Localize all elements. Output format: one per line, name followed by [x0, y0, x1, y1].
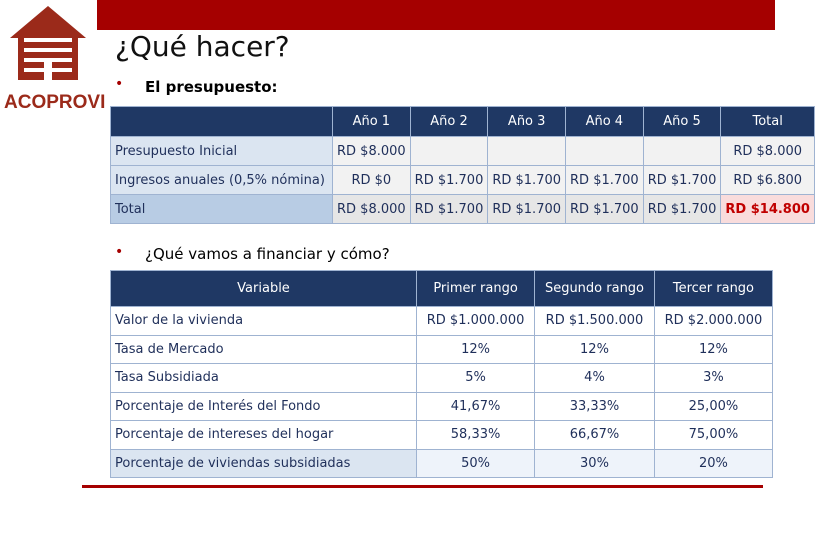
cell: [409, 136, 489, 166]
cell: RD $1.700: [565, 194, 644, 224]
cell: 33,33%: [534, 391, 655, 421]
cell: RD $0: [332, 165, 411, 195]
cell: RD $2.000.000: [653, 306, 774, 336]
header-cell: Primer rango: [415, 270, 536, 307]
logo-icon: [10, 6, 86, 80]
cell: RD $1.700: [642, 194, 722, 224]
header-cell: Año 5: [642, 106, 722, 137]
bullet: ¿Qué vamos a financiar y cómo?: [145, 245, 390, 263]
cell: Total: [110, 194, 333, 224]
cell: 66,67%: [534, 420, 655, 450]
cell: 75,00%: [653, 420, 774, 450]
cell: 50%: [415, 448, 536, 478]
bottom-rule: [82, 485, 763, 488]
header-cell: Segundo rango: [534, 270, 655, 307]
row: Total RD $8.000 RD $1.700 RD $1.700 RD $1.70…: [110, 194, 815, 224]
header-cell: Año 2: [409, 106, 489, 137]
row: Tasa de Mercado 12% 12% 12%: [110, 334, 774, 364]
budget-table: Año 1 Año 2 Año 3 Año 4 Año 5 Total Presupuest…: [110, 106, 815, 224]
cell: 30%: [534, 448, 655, 478]
header-cell: Año 3: [487, 106, 567, 137]
header-row: Año 1 Año 2 Año 3 Año 4 Año 5 Total: [110, 106, 815, 137]
cell: RD $6.800: [720, 165, 815, 195]
cell: [642, 136, 722, 166]
cell: 12%: [653, 334, 774, 364]
header-cell: Tercer rango: [653, 270, 774, 307]
cell: Porcentaje de intereses del hogar: [110, 420, 417, 450]
header-cell: [110, 106, 333, 137]
cell: 25,00%: [653, 391, 774, 421]
cell: 58,33%: [415, 420, 536, 450]
cell: [487, 136, 567, 166]
cell: RD $1.700: [409, 194, 489, 224]
header-cell: Total: [720, 106, 815, 137]
cell: RD $1.500.000: [534, 306, 655, 336]
cell: RD $8.000: [332, 136, 411, 166]
cell: 12%: [534, 334, 655, 364]
cell: RD $1.700: [487, 194, 567, 224]
bullet-dot: •: [115, 244, 124, 260]
cell: 4%: [534, 363, 655, 393]
cell: Porcentaje de Interés del Fondo: [110, 391, 417, 421]
cell: Tasa Subsidiada: [110, 363, 417, 393]
cell: Tasa de Mercado: [110, 334, 417, 364]
bullet-dot: •: [115, 76, 124, 92]
finance-table: Variable Primer rango Segundo rango Tercer …: [110, 270, 774, 478]
title: ¿Qué hacer?: [115, 30, 290, 63]
cell: 12%: [415, 334, 536, 364]
cell: [565, 136, 644, 166]
cell: RD $1.700: [487, 165, 567, 195]
cell: Valor de la vivienda: [110, 306, 417, 336]
row: Ingresos anuales (0,5% nómina) RD $0 RD $1…: [110, 165, 815, 195]
header-cell: Año 4: [565, 106, 644, 137]
row: Valor de la vivienda RD $1.000.000 RD $1.5…: [110, 306, 774, 336]
cell: RD $1.700: [409, 165, 489, 195]
cell: RD $1.700: [642, 165, 722, 195]
row: Presupuesto Inicial RD $8.000 RD $8.000: [110, 136, 815, 166]
row: Tasa Subsidiada 5% 4% 3%: [110, 363, 774, 393]
cell: RD $8.000: [332, 194, 411, 224]
row: Porcentaje de viviendas subsidiadas 50% 30…: [110, 448, 774, 478]
logo-text: ACOPROVI: [4, 92, 106, 113]
cell: 20%: [653, 448, 774, 478]
cell: RD $14.800: [720, 194, 815, 224]
cell: 3%: [653, 363, 774, 393]
cell: RD $8.000: [720, 136, 815, 166]
cell: Porcentaje de viviendas subsidiadas: [110, 448, 417, 478]
cell: Ingresos anuales (0,5% nómina): [110, 165, 333, 195]
cell: RD $1.700: [565, 165, 644, 195]
cell: 41,67%: [415, 391, 536, 421]
header-cell: Año 1: [332, 106, 411, 137]
cell: RD $1.000.000: [415, 306, 536, 336]
cell: Presupuesto Inicial: [110, 136, 333, 166]
row: Porcentaje de Interés del Fondo 41,67% 33,…: [110, 391, 774, 421]
top-bar: [97, 0, 775, 30]
row: Porcentaje de intereses del hogar 58,33% 6…: [110, 420, 774, 450]
header-row: Variable Primer rango Segundo rango Tercer …: [110, 270, 774, 307]
cell: 5%: [415, 363, 536, 393]
bullet: El presupuesto:: [145, 78, 278, 96]
header-cell: Variable: [110, 270, 417, 307]
